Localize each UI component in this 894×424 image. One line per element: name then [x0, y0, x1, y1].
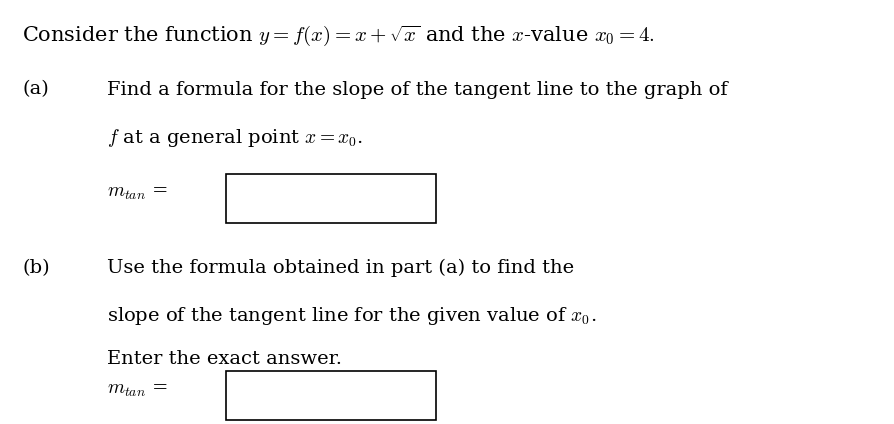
Text: $f$ at a general point $x = x_0$.: $f$ at a general point $x = x_0$.: [107, 127, 363, 149]
Text: (a): (a): [22, 81, 49, 98]
Text: $m_{tan}$ =: $m_{tan}$ =: [107, 381, 168, 399]
FancyBboxPatch shape: [225, 174, 435, 223]
Text: Enter the exact answer.: Enter the exact answer.: [107, 350, 342, 368]
Text: (b): (b): [22, 259, 50, 276]
Text: Use the formula obtained in part (a) to find the: Use the formula obtained in part (a) to …: [107, 259, 574, 277]
Text: Consider the function $y = f(x) = x + \sqrt{x}$ and the $x$-value $x_0 = 4.$: Consider the function $y = f(x) = x + \s…: [22, 23, 654, 47]
Text: $m_{tan}$ =: $m_{tan}$ =: [107, 184, 168, 202]
FancyBboxPatch shape: [225, 371, 435, 420]
Text: Find a formula for the slope of the tangent line to the graph of: Find a formula for the slope of the tang…: [107, 81, 727, 98]
Text: slope of the tangent line for the given value of $x_0$.: slope of the tangent line for the given …: [107, 305, 596, 327]
